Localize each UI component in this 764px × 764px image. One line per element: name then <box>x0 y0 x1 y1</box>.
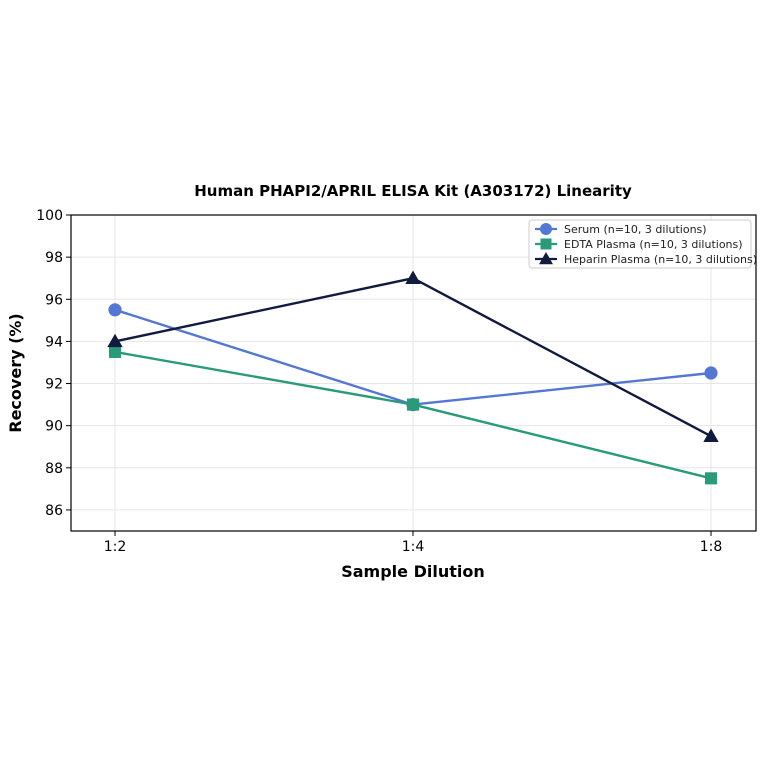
x-tick-label: 1:2 <box>104 539 127 555</box>
data-point-marker <box>405 270 421 284</box>
series-lines <box>107 270 719 485</box>
y-tick-label: 94 <box>45 334 63 350</box>
legend-swatch-marker <box>539 252 553 265</box>
data-point-marker <box>108 345 122 358</box>
data-point-marker <box>704 472 718 485</box>
data-point-marker <box>108 303 122 317</box>
chart-title: Human PHAPI2/APRIL ELISA Kit (A303172) L… <box>194 182 632 200</box>
data-point-marker <box>703 428 719 442</box>
series-square-group <box>108 345 718 485</box>
y-tick-label: 98 <box>45 250 63 266</box>
series-triangle-group <box>107 270 719 442</box>
y-axis-label: Recovery (%) <box>6 313 25 432</box>
x-tick-label: 1:4 <box>402 539 425 555</box>
legend-entry: Heparin Plasma (n=10, 3 dilutions) <box>535 252 757 266</box>
data-point-marker <box>107 333 123 348</box>
legend-swatch-marker <box>540 223 552 235</box>
y-tick-label: 88 <box>45 461 63 477</box>
y-tick-label: 100 <box>36 208 63 224</box>
y-tick-label: 86 <box>45 503 63 519</box>
legend-label: Serum (n=10, 3 dilutions) <box>564 223 707 236</box>
x-axis-ticks: 1:2 1:4 1:8 <box>104 531 723 555</box>
data-point-marker <box>406 398 420 411</box>
legend-entry: Serum (n=10, 3 dilutions) <box>535 223 707 236</box>
legend: Serum (n=10, 3 dilutions) EDTA Plasma (n=… <box>528 219 757 269</box>
y-tick-label: 90 <box>45 419 63 435</box>
legend-box <box>528 219 752 269</box>
legend-label: Heparin Plasma (n=10, 3 dilutions) <box>564 253 757 266</box>
legend-swatch-marker <box>540 238 552 250</box>
data-point-marker <box>704 366 718 380</box>
x-axis-label: Sample Dilution <box>341 562 485 581</box>
legend-entry: EDTA Plasma (n=10, 3 dilutions) <box>535 238 743 251</box>
legend-label: EDTA Plasma (n=10, 3 dilutions) <box>564 238 743 251</box>
x-tick-label: 1:8 <box>700 539 723 555</box>
y-tick-label: 96 <box>45 292 63 308</box>
y-axis-ticks: 86 88 90 92 94 96 98 100 <box>36 208 71 519</box>
y-tick-label: 92 <box>45 377 63 393</box>
